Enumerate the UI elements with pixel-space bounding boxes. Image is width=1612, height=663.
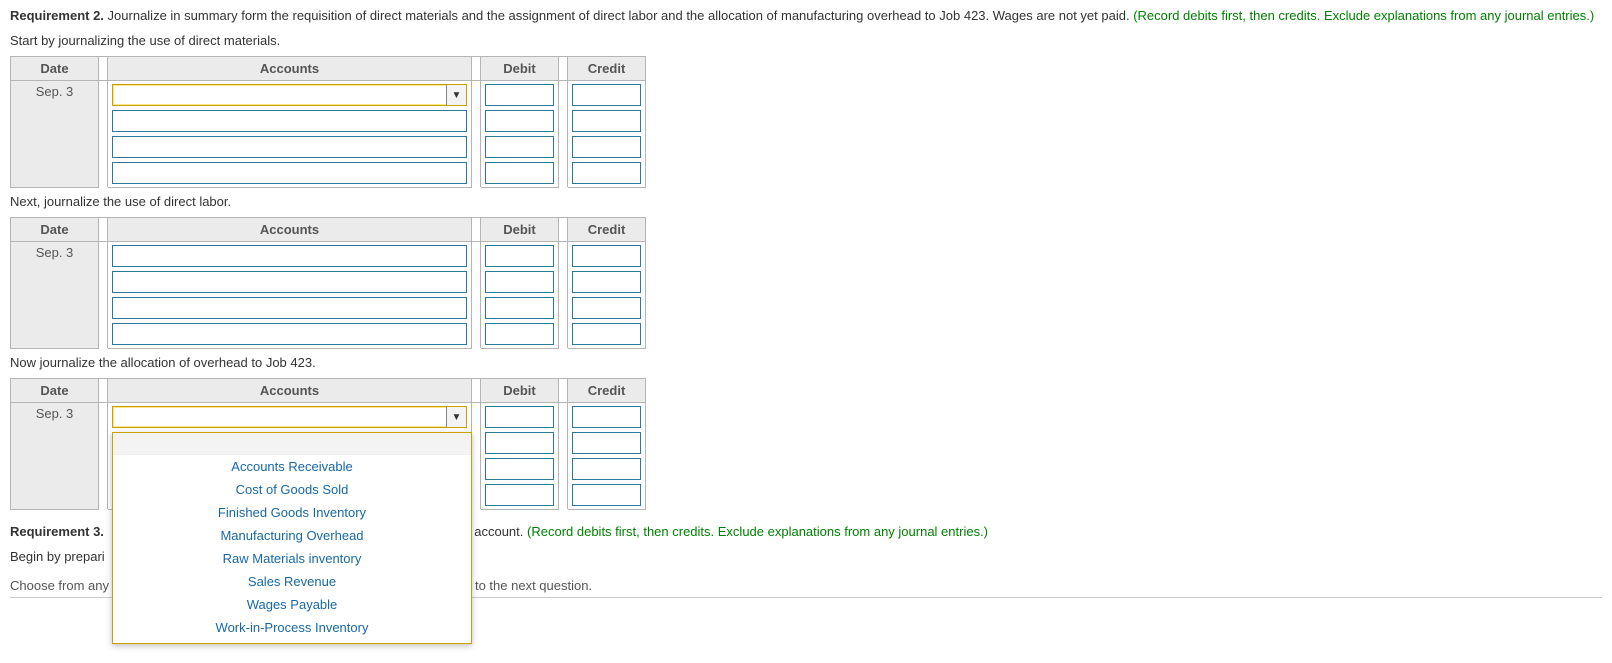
requirement-3-label: Requirement 3. <box>10 524 104 539</box>
dropdown-option[interactable]: Work-in-Process Inventory <box>113 616 471 639</box>
debit-input[interactable] <box>485 484 554 506</box>
col-date: Date <box>11 57 99 81</box>
account-input[interactable] <box>112 110 467 132</box>
chevron-down-icon: ▼ <box>446 85 466 105</box>
credit-input[interactable] <box>572 245 641 267</box>
account-select[interactable]: ▼ <box>112 84 467 106</box>
credit-input[interactable] <box>572 432 641 454</box>
accounts-cell: ▼ <box>108 81 472 188</box>
col-accounts: Accounts <box>108 218 472 242</box>
requirement-3-hint: (Record debits first, then credits. Excl… <box>527 524 988 539</box>
debit-input[interactable] <box>485 110 554 132</box>
requirement-2-text: Journalize in summary form the requisiti… <box>108 8 1130 23</box>
credit-input[interactable] <box>572 136 641 158</box>
debit-input[interactable] <box>485 406 554 428</box>
account-input[interactable] <box>112 271 467 293</box>
journal-table-labor: Date Accounts Debit Credit Sep. 3 <box>10 217 646 349</box>
debit-input[interactable] <box>485 323 554 345</box>
requirement-2-label: Requirement 2. <box>10 8 104 23</box>
credit-input[interactable] <box>572 406 641 428</box>
account-input[interactable] <box>112 297 467 319</box>
col-credit: Credit <box>568 218 646 242</box>
col-sep <box>559 57 568 81</box>
account-input[interactable] <box>112 245 467 267</box>
credit-input[interactable] <box>572 84 641 106</box>
account-input[interactable] <box>112 323 467 345</box>
dropdown-blank-option[interactable] <box>113 433 471 455</box>
dropdown-option[interactable]: Accounts Receivable <box>113 455 471 478</box>
debit-input[interactable] <box>485 245 554 267</box>
account-input[interactable] <box>112 136 467 158</box>
debit-cell <box>481 403 559 510</box>
col-accounts: Accounts <box>108 379 472 403</box>
debit-input[interactable] <box>485 432 554 454</box>
chevron-down-icon: ▼ <box>446 407 466 427</box>
account-select[interactable]: ▼ <box>112 406 467 428</box>
instruction-overhead: Now journalize the allocation of overhea… <box>10 355 1602 370</box>
credit-cell <box>568 242 646 349</box>
credit-input[interactable] <box>572 484 641 506</box>
accounts-cell <box>108 242 472 349</box>
journal-table-materials: Date Accounts Debit Credit Sep. 3 ▼ <box>10 56 646 188</box>
credit-input[interactable] <box>572 271 641 293</box>
debit-input[interactable] <box>485 458 554 480</box>
col-sep <box>472 57 481 81</box>
dropdown-option[interactable]: Sales Revenue <box>113 570 471 593</box>
col-date: Date <box>11 218 99 242</box>
credit-input[interactable] <box>572 110 641 132</box>
instruction-materials: Start by journalizing the use of direct … <box>10 33 1602 48</box>
dropdown-option[interactable]: Cost of Goods Sold <box>113 478 471 501</box>
debit-input[interactable] <box>485 162 554 184</box>
credit-cell <box>568 81 646 188</box>
instruction-labor: Next, journalize the use of direct labor… <box>10 194 1602 209</box>
debit-input[interactable] <box>485 271 554 293</box>
date-cell: Sep. 3 <box>11 403 99 510</box>
col-sep <box>99 57 108 81</box>
account-input[interactable] <box>112 162 467 184</box>
debit-input[interactable] <box>485 136 554 158</box>
credit-input[interactable] <box>572 323 641 345</box>
requirement-2-line: Requirement 2. Journalize in summary for… <box>10 8 1602 23</box>
col-debit: Debit <box>481 218 559 242</box>
debit-cell <box>481 242 559 349</box>
col-debit: Debit <box>481 379 559 403</box>
footer-left: Choose from any <box>10 578 109 593</box>
dropdown-option[interactable]: Finished Goods Inventory <box>113 501 471 524</box>
col-accounts: Accounts <box>108 57 472 81</box>
requirement-2-hint: (Record debits first, then credits. Excl… <box>1133 8 1594 23</box>
col-debit: Debit <box>481 57 559 81</box>
date-cell: Sep. 3 <box>11 81 99 188</box>
accounts-cell: ▼ Accounts ReceivableCost of Goods SoldF… <box>108 403 472 510</box>
debit-cell <box>481 81 559 188</box>
col-credit: Credit <box>568 379 646 403</box>
date-cell: Sep. 3 <box>11 242 99 349</box>
credit-cell <box>568 403 646 510</box>
col-credit: Credit <box>568 57 646 81</box>
dropdown-option[interactable]: Wages Payable <box>113 593 471 616</box>
debit-input[interactable] <box>485 84 554 106</box>
credit-input[interactable] <box>572 297 641 319</box>
dropdown-option[interactable]: Raw Materials inventory <box>113 547 471 570</box>
credit-input[interactable] <box>572 162 641 184</box>
credit-input[interactable] <box>572 458 641 480</box>
col-date: Date <box>11 379 99 403</box>
journal-table-overhead: Date Accounts Debit Credit Sep. 3 ▼ Acco… <box>10 378 646 510</box>
account-dropdown: Accounts ReceivableCost of Goods SoldFin… <box>112 432 472 644</box>
footer-right: ie to the next question. <box>461 578 592 593</box>
debit-input[interactable] <box>485 297 554 319</box>
dropdown-option[interactable]: Manufacturing Overhead <box>113 524 471 547</box>
